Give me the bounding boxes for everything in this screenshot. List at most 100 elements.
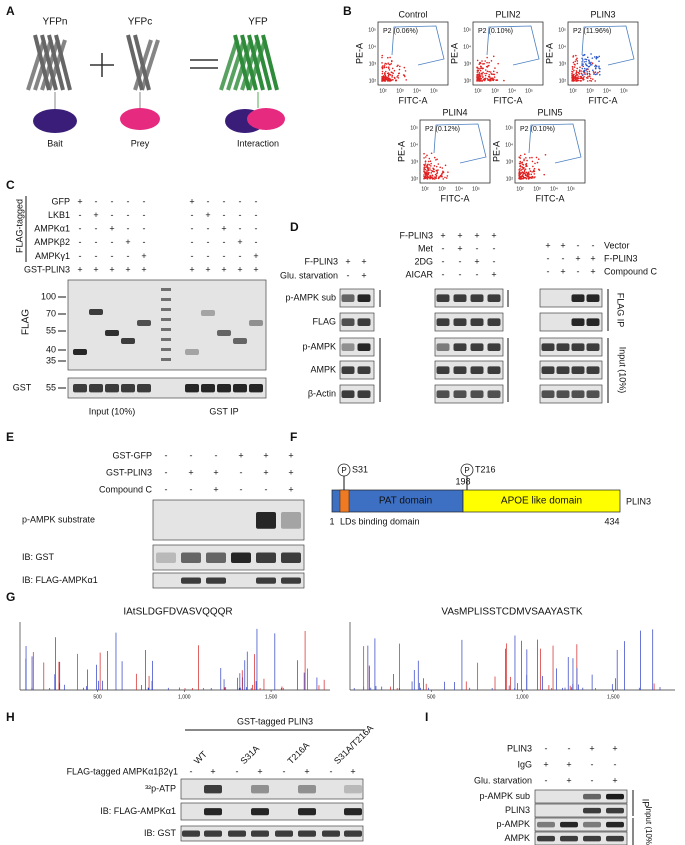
sign: + bbox=[263, 467, 268, 477]
event-dot bbox=[444, 176, 446, 179]
label: 1,000 bbox=[516, 694, 529, 700]
sign: + bbox=[221, 264, 226, 274]
band bbox=[121, 384, 135, 393]
event-dot bbox=[384, 70, 387, 73]
event-dot bbox=[521, 171, 524, 173]
sign: - bbox=[223, 251, 226, 261]
sign: + bbox=[210, 766, 215, 776]
event-dot bbox=[490, 79, 492, 82]
blot bbox=[534, 789, 628, 804]
sign: + bbox=[109, 224, 114, 234]
event-dot bbox=[423, 172, 426, 174]
event-dot bbox=[482, 63, 484, 65]
event-dot bbox=[496, 79, 499, 81]
sign: - bbox=[143, 196, 146, 206]
event-dot bbox=[593, 73, 595, 75]
sign: + bbox=[361, 270, 366, 280]
label: P2 (0.10%) bbox=[520, 126, 555, 133]
sign: - bbox=[191, 224, 194, 234]
event-dot bbox=[428, 163, 431, 166]
event-dot bbox=[384, 62, 387, 65]
band bbox=[357, 343, 371, 351]
label: 1,500 bbox=[607, 694, 620, 700]
sign: - bbox=[239, 210, 242, 220]
event-dot bbox=[589, 77, 592, 80]
sign: - bbox=[190, 450, 193, 460]
band bbox=[204, 808, 222, 816]
band bbox=[206, 552, 226, 563]
event-dot bbox=[488, 64, 490, 67]
event-dot bbox=[579, 75, 582, 78]
event-dot bbox=[591, 57, 594, 59]
band bbox=[357, 318, 371, 326]
flow-plot bbox=[472, 21, 544, 86]
event-dot bbox=[575, 58, 577, 61]
band bbox=[487, 318, 501, 326]
event-dot bbox=[576, 80, 579, 82]
blot bbox=[539, 360, 603, 380]
label: Met bbox=[418, 243, 434, 253]
event-dot bbox=[528, 176, 530, 178]
sign: + bbox=[457, 243, 462, 253]
event-dot bbox=[381, 62, 383, 64]
sign: + bbox=[213, 484, 218, 494]
event-dot bbox=[597, 71, 599, 74]
event-dot bbox=[484, 72, 486, 75]
band bbox=[344, 808, 362, 816]
label: FLAG-tagged AMPKα1β2γ1 bbox=[67, 766, 178, 776]
band bbox=[233, 338, 247, 344]
label: Control bbox=[398, 9, 427, 19]
event-dot bbox=[495, 79, 497, 81]
event-dot bbox=[533, 176, 535, 179]
event-dot bbox=[383, 64, 386, 66]
event-dot bbox=[584, 63, 587, 65]
band bbox=[251, 830, 269, 837]
event-dot bbox=[493, 76, 496, 78]
blot bbox=[180, 778, 364, 800]
label: 10² bbox=[369, 78, 377, 84]
event-dot bbox=[476, 71, 479, 73]
event-dot bbox=[530, 173, 533, 176]
label: 10³ bbox=[369, 61, 377, 67]
blot bbox=[152, 544, 305, 571]
event-dot bbox=[435, 174, 438, 177]
label: p-AMPK substrate bbox=[22, 514, 95, 524]
band bbox=[556, 343, 570, 351]
event-dot bbox=[525, 157, 527, 159]
event-dot bbox=[525, 177, 528, 180]
event-dot bbox=[526, 173, 529, 176]
sign: + bbox=[263, 450, 268, 460]
event-dot bbox=[387, 56, 389, 59]
label: 10⁵ bbox=[558, 27, 566, 33]
event-dot bbox=[585, 60, 587, 63]
label: 10⁴ bbox=[558, 44, 566, 50]
event-dot bbox=[389, 80, 392, 82]
band bbox=[436, 390, 450, 398]
event-dot bbox=[587, 75, 589, 78]
panel-letter: B bbox=[343, 4, 352, 18]
event-dot bbox=[578, 79, 580, 82]
event-dot bbox=[425, 156, 427, 158]
sign: - bbox=[223, 196, 226, 206]
blot bbox=[339, 360, 375, 380]
label: 10³ bbox=[491, 88, 499, 94]
label: YFP bbox=[248, 17, 268, 28]
event-dot bbox=[437, 169, 439, 171]
sign: + bbox=[77, 264, 82, 274]
band bbox=[606, 821, 624, 828]
event-dot bbox=[393, 69, 396, 72]
label: 10⁵ bbox=[430, 88, 438, 94]
event-dot bbox=[428, 171, 430, 174]
event-dot bbox=[543, 173, 546, 176]
sign: + bbox=[491, 230, 496, 240]
event-dot bbox=[592, 71, 595, 73]
event-dot bbox=[584, 73, 586, 76]
event-dot bbox=[589, 64, 592, 66]
event-dot bbox=[522, 164, 525, 166]
event-dot bbox=[444, 164, 447, 167]
band bbox=[606, 793, 624, 800]
event-dot bbox=[572, 74, 575, 76]
event-dot bbox=[424, 177, 427, 180]
event-dot bbox=[388, 77, 390, 80]
